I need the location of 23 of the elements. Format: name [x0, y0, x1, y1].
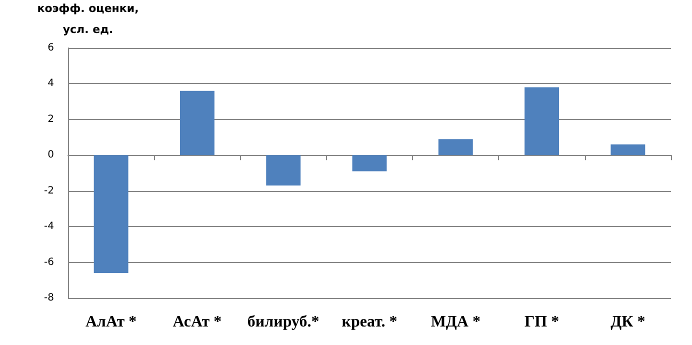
x-tick-label: билируб.* [247, 314, 320, 330]
y-tick-label: 0 [48, 150, 54, 161]
bar [438, 139, 473, 156]
bar [266, 155, 301, 186]
y-tick-label: -2 [44, 185, 54, 196]
y-tick-label: 6 [48, 42, 54, 54]
y-axis-title: коэфф. оценки, усл. ед. [37, 2, 139, 36]
x-tick-label: АлАт * [85, 314, 137, 330]
y-tick-label: -4 [44, 221, 54, 232]
bar [524, 87, 560, 156]
y-tick-label: -8 [44, 292, 54, 304]
bar [180, 90, 214, 156]
bar [352, 155, 387, 172]
y-tick-label: -6 [44, 256, 54, 268]
x-tick-label: АсАт * [172, 314, 222, 330]
x-tick-label: ДК * [610, 314, 646, 330]
bar [94, 155, 128, 273]
x-tick-label: креат. * [342, 314, 398, 330]
y-tick-label: 4 [48, 78, 54, 90]
x-tick-label: ГП * [524, 314, 560, 330]
bar [610, 144, 646, 156]
y-tick-label: 2 [48, 114, 54, 125]
x-tick-label: МДА * [430, 314, 480, 330]
